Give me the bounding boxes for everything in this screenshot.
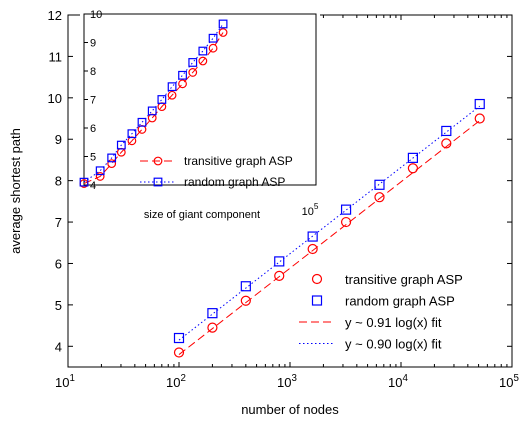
legend-marker <box>311 295 323 306</box>
y-tick-label: 4 <box>55 339 62 354</box>
inset-random-point <box>127 129 137 139</box>
x-tick-label-base: 10 <box>166 375 180 390</box>
legend-label: random graph ASP <box>345 294 455 309</box>
transitive-point <box>274 270 285 281</box>
inset-y-tick-label: 9 <box>90 38 96 50</box>
inset-random-point <box>157 95 167 104</box>
x-tick-label: 103 <box>277 373 297 390</box>
random-point <box>207 308 218 319</box>
x-tick-label-base: 10 <box>277 375 291 390</box>
x-axis-label: number of nodes <box>241 402 339 417</box>
inset-plot-frame <box>83 13 317 186</box>
inset-random-point <box>147 106 157 116</box>
x-tick-label: 105 <box>499 373 519 390</box>
y-tick-label: 10 <box>48 91 62 106</box>
transitive-point <box>340 216 352 228</box>
inset-random-point <box>188 58 198 67</box>
inset-legend-label: random graph ASP <box>184 175 285 189</box>
inset-random-point <box>95 166 105 176</box>
y-axis-label: average shortest path <box>8 128 23 254</box>
random-point <box>374 179 385 190</box>
x-tick-label-exp: 3 <box>292 373 297 384</box>
inset-x-tick-label-exp: 5 <box>314 202 319 211</box>
x-tick-label: 102 <box>166 373 186 390</box>
inset-y-tick-label: 5 <box>90 152 96 164</box>
inset-random-point <box>137 117 147 127</box>
y-tick-label: 9 <box>55 132 62 147</box>
inset-random-point <box>167 82 177 92</box>
inset-transitive-point <box>188 68 198 77</box>
transitive-point <box>307 243 318 255</box>
inset-y-tick-label: 7 <box>90 95 96 107</box>
inset-random-point <box>107 153 117 163</box>
inset-transitive-point <box>198 56 208 66</box>
inset-random-point <box>198 46 208 56</box>
random-point <box>307 231 318 242</box>
y-tick-label: 11 <box>49 49 63 64</box>
inset-random-point <box>178 70 187 80</box>
y-tick-label: 12 <box>48 8 62 23</box>
random-point <box>340 204 352 215</box>
inset-transitive-point <box>208 43 218 53</box>
transitive-point <box>240 295 251 306</box>
inset-x-tick-label-base: 10 <box>302 206 314 218</box>
inset-legend-label: transitive graph ASP <box>184 154 293 168</box>
random-point <box>274 256 285 267</box>
x-tick-label: 104 <box>388 373 408 390</box>
transitive-point <box>441 138 452 149</box>
x-tick-label: 101 <box>55 373 75 390</box>
transitive-point <box>374 192 385 203</box>
inset-y-tick-label: 10 <box>90 9 102 21</box>
x-tick-label-exp: 1 <box>70 373 75 384</box>
inset-random-point <box>218 19 228 29</box>
inset-transitive-point <box>95 172 105 181</box>
legend-label: y ~ 0.91 log(x) fit <box>345 315 442 330</box>
legend-label: transitive graph ASP <box>345 272 463 287</box>
y-tick-label: 8 <box>55 174 62 189</box>
inset-legend-marker <box>153 156 163 166</box>
inset-transitive-point <box>167 90 177 100</box>
x-tick-label-base: 10 <box>499 375 513 390</box>
inset-transitive-point <box>178 79 187 89</box>
random-point <box>173 332 185 344</box>
inset-random-point <box>116 140 126 150</box>
y-tick-label: 6 <box>55 256 62 271</box>
transitive-point <box>474 113 485 124</box>
inset-y-tick-label: 4 <box>90 180 96 192</box>
transitive-point <box>207 322 218 333</box>
inset-random-point <box>208 33 218 43</box>
random-point <box>441 125 452 137</box>
transitive-point <box>173 347 185 358</box>
inset-y-tick-label: 8 <box>90 66 96 78</box>
inset-x-tick-label: 105 <box>302 202 319 218</box>
random-point <box>474 98 485 110</box>
y-tick-label: 7 <box>55 215 62 230</box>
x-tick-label-base: 10 <box>55 375 69 390</box>
x-tick-label-exp: 5 <box>514 373 520 384</box>
inset-y-tick-label: 6 <box>90 123 96 135</box>
random-point <box>240 281 251 292</box>
inset-transitive-point <box>218 28 228 37</box>
fit-line <box>178 120 481 355</box>
inset-random-point <box>79 177 89 187</box>
x-tick-label-exp: 4 <box>403 373 409 384</box>
legend-label: y ~ 0.90 log(x) fit <box>345 337 442 352</box>
inset-transitive-point <box>107 159 117 169</box>
random-point <box>407 152 419 163</box>
legend-marker <box>311 273 323 285</box>
inset-legend-marker <box>153 177 163 187</box>
inset-x-axis-label: size of giant component <box>144 209 260 221</box>
x-tick-label-base: 10 <box>388 375 402 390</box>
transitive-point <box>407 163 419 174</box>
x-tick-label-exp: 2 <box>181 373 186 384</box>
y-tick-label: 5 <box>55 298 62 313</box>
